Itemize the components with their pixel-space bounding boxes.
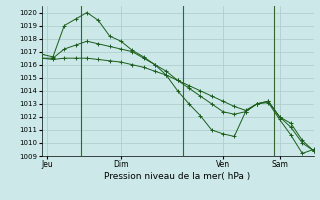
X-axis label: Pression niveau de la mer( hPa ): Pression niveau de la mer( hPa )	[104, 172, 251, 181]
